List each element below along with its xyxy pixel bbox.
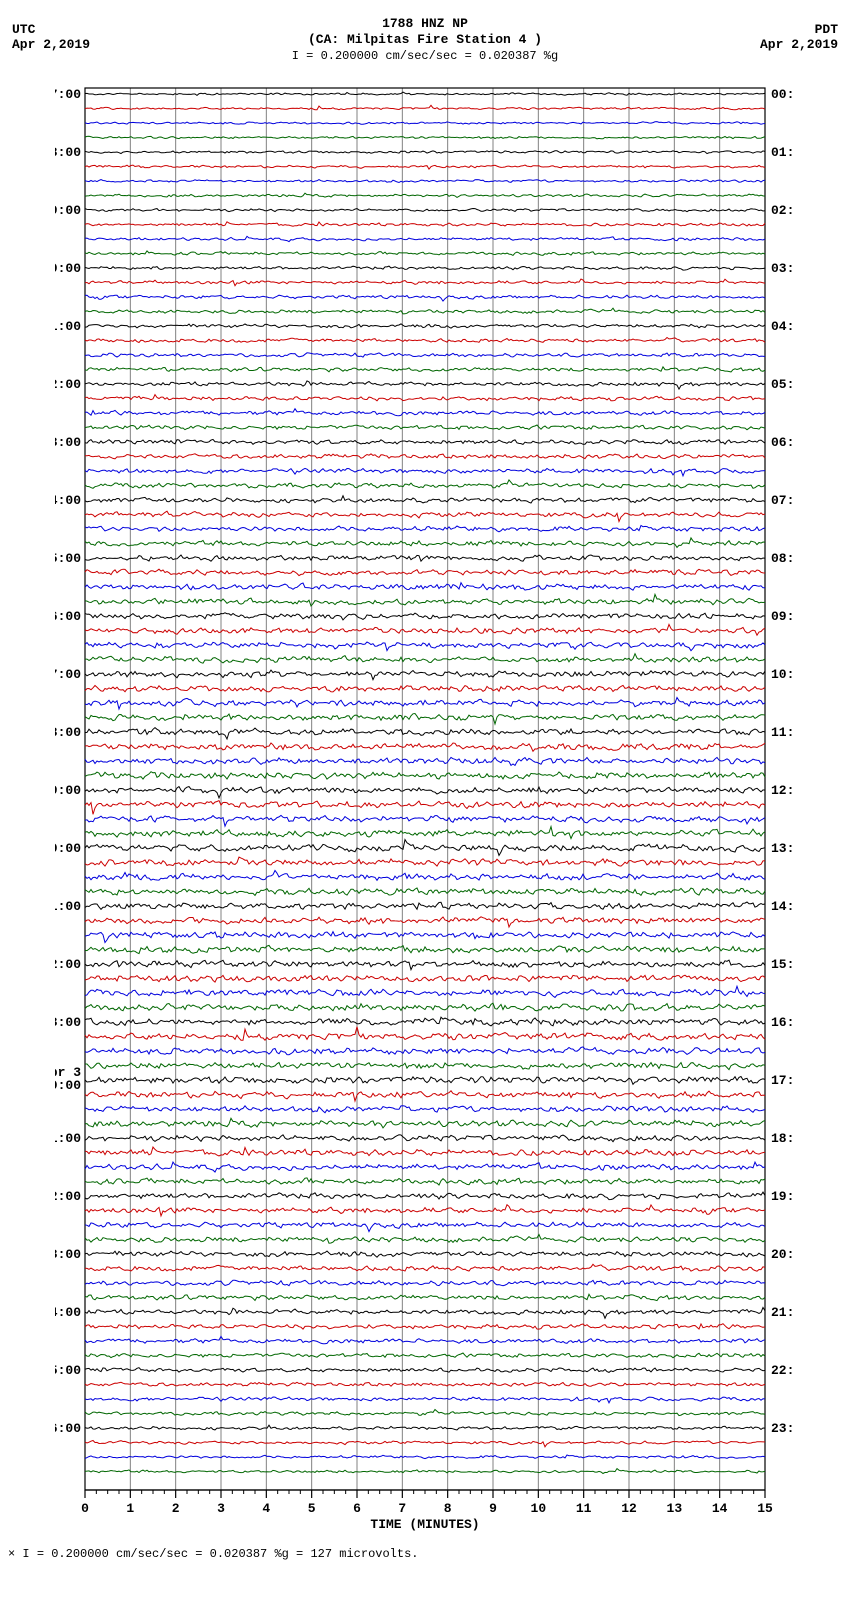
svg-text:10:15: 10:15 — [771, 667, 795, 682]
svg-text:13:00: 13:00 — [55, 435, 81, 450]
svg-text:11: 11 — [576, 1501, 592, 1516]
svg-text:11:00: 11:00 — [55, 319, 81, 334]
svg-text:19:00: 19:00 — [55, 783, 81, 798]
svg-text:18:15: 18:15 — [771, 1131, 795, 1146]
svg-text:05:15: 05:15 — [771, 377, 795, 392]
scale-top: I = 0.200000 cm/sec/sec = 0.020387 %g — [0, 49, 850, 64]
svg-text:18:00: 18:00 — [55, 725, 81, 740]
svg-text:06:00: 06:00 — [55, 1421, 81, 1436]
footer-bar-icon: I — [22, 1547, 29, 1561]
svg-text:8: 8 — [444, 1501, 452, 1516]
footer-mark: × — [8, 1547, 15, 1561]
svg-text:15:15: 15:15 — [771, 957, 795, 972]
tz-pdt-label: PDT — [760, 22, 838, 37]
svg-text:04:00: 04:00 — [55, 1305, 81, 1320]
svg-text:10: 10 — [531, 1501, 547, 1516]
svg-text:07:15: 07:15 — [771, 493, 795, 508]
svg-text:15:00: 15:00 — [55, 551, 81, 566]
tz-utc-label: UTC — [12, 22, 90, 37]
date-left: Apr 2,2019 — [12, 37, 90, 52]
svg-text:09:15: 09:15 — [771, 609, 795, 624]
header-left: UTC Apr 2,2019 — [12, 22, 90, 52]
svg-text:6: 6 — [353, 1501, 361, 1516]
svg-text:14:00: 14:00 — [55, 493, 81, 508]
svg-text:2: 2 — [172, 1501, 180, 1516]
scale-bar-icon: I — [292, 49, 299, 63]
helicorder-chart: 07:00 08:00 09:00 10:00 11:00 12:00 13:00 14:00… — [0, 80, 850, 1537]
chart-header: UTC Apr 2,2019 1788 HNZ NP (CA: Milpitas… — [0, 10, 850, 80]
svg-text:14: 14 — [712, 1501, 728, 1516]
svg-text:21:00: 21:00 — [55, 899, 81, 914]
svg-text:08:00: 08:00 — [55, 145, 81, 160]
svg-text:11:15: 11:15 — [771, 725, 795, 740]
svg-text:22:00: 22:00 — [55, 957, 81, 972]
svg-text:02:00: 02:00 — [55, 1189, 81, 1204]
svg-text:3: 3 — [217, 1501, 225, 1516]
svg-text:00:15: 00:15 — [771, 87, 795, 102]
svg-text:12:00: 12:00 — [55, 377, 81, 392]
svg-text:7: 7 — [398, 1501, 406, 1516]
svg-text:05:00: 05:00 — [55, 1363, 81, 1378]
svg-text:15: 15 — [757, 1501, 773, 1516]
svg-text:23:00: 23:00 — [55, 1015, 81, 1030]
svg-text:14:15: 14:15 — [771, 899, 795, 914]
footer-text: = 0.200000 cm/sec/sec = 0.020387 %g = 12… — [37, 1547, 419, 1561]
svg-text:17:15: 17:15 — [771, 1073, 795, 1088]
svg-text:9: 9 — [489, 1501, 497, 1516]
scale-top-text: = 0.200000 cm/sec/sec = 0.020387 %g — [306, 49, 558, 63]
svg-text:21:15: 21:15 — [771, 1305, 795, 1320]
svg-text:00:00: 00:00 — [55, 1078, 81, 1093]
title-line-2: (CA: Milpitas Fire Station 4 ) — [0, 32, 850, 48]
svg-text:04:15: 04:15 — [771, 319, 795, 334]
svg-text:06:15: 06:15 — [771, 435, 795, 450]
svg-text:0: 0 — [81, 1501, 89, 1516]
svg-text:08:15: 08:15 — [771, 551, 795, 566]
svg-text:01:00: 01:00 — [55, 1131, 81, 1146]
header-right: PDT Apr 2,2019 — [760, 22, 838, 52]
svg-text:07:00: 07:00 — [55, 87, 81, 102]
svg-text:4: 4 — [262, 1501, 270, 1516]
svg-text:23:15: 23:15 — [771, 1421, 795, 1436]
svg-text:1: 1 — [126, 1501, 134, 1516]
svg-text:13:15: 13:15 — [771, 841, 795, 856]
title-line-1: 1788 HNZ NP — [0, 16, 850, 32]
header-center: 1788 HNZ NP (CA: Milpitas Fire Station 4… — [0, 10, 850, 64]
svg-text:16:15: 16:15 — [771, 1015, 795, 1030]
svg-text:20:00: 20:00 — [55, 841, 81, 856]
svg-text:02:15: 02:15 — [771, 203, 795, 218]
svg-text:17:00: 17:00 — [55, 667, 81, 682]
svg-text:03:15: 03:15 — [771, 261, 795, 276]
svg-text:19:15: 19:15 — [771, 1189, 795, 1204]
svg-text:12: 12 — [621, 1501, 637, 1516]
date-right: Apr 2,2019 — [760, 37, 838, 52]
svg-text:13: 13 — [667, 1501, 683, 1516]
svg-text:09:00: 09:00 — [55, 203, 81, 218]
svg-text:20:15: 20:15 — [771, 1247, 795, 1262]
svg-text:5: 5 — [308, 1501, 316, 1516]
svg-text:TIME (MINUTES): TIME (MINUTES) — [370, 1517, 479, 1532]
svg-text:12:15: 12:15 — [771, 783, 795, 798]
chart-footer: × I = 0.200000 cm/sec/sec = 0.020387 %g … — [0, 1537, 850, 1561]
svg-text:22:15: 22:15 — [771, 1363, 795, 1378]
svg-text:16:00: 16:00 — [55, 609, 81, 624]
svg-text:03:00: 03:00 — [55, 1247, 81, 1262]
helicorder-svg: 07:00 08:00 09:00 10:00 11:00 12:00 13:00 14:00… — [55, 80, 795, 1537]
svg-text:10:00: 10:00 — [55, 261, 81, 276]
svg-text:01:15: 01:15 — [771, 145, 795, 160]
